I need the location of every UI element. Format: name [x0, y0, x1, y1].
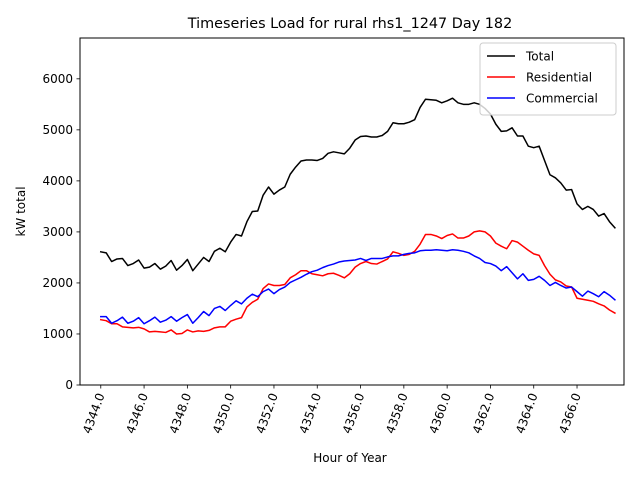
x-tick-label: 4352.0: [253, 391, 281, 435]
x-tick-label: 4356.0: [340, 391, 368, 435]
y-tick-label: 4000: [42, 174, 73, 188]
legend-label-commercial: Commercial: [526, 92, 598, 106]
legend-label-total: Total: [525, 50, 554, 64]
y-tick-label: 3000: [42, 225, 73, 239]
x-axis: 4344.0 4346.0 4348.0 4350.0 4352.0 4354.0 4356…: [80, 385, 584, 435]
y-axis-label: kW total: [14, 186, 28, 236]
x-tick-label: 4364.0: [513, 391, 541, 435]
x-tick-label: 4362.0: [470, 391, 498, 435]
x-tick-label: 4350.0: [210, 391, 238, 435]
y-tick-label: 0: [65, 378, 73, 392]
x-tick-label: 4366.0: [556, 391, 584, 435]
legend: Total Residential Commercial: [479, 42, 617, 116]
x-tick-label: 4360.0: [426, 391, 454, 435]
y-tick-label: 5000: [42, 123, 73, 137]
legend-label-residential: Residential: [526, 71, 592, 85]
x-tick-label: 4344.0: [80, 391, 108, 435]
x-tick-label: 4348.0: [167, 391, 195, 435]
series-group: [99, 97, 616, 335]
x-tick-label: 4346.0: [123, 391, 151, 435]
x-tick-label: 4354.0: [297, 391, 325, 435]
x-tick-label: 4358.0: [383, 391, 411, 435]
y-tick-label: 6000: [42, 72, 73, 86]
series-line-residential: [99, 230, 616, 335]
y-tick-label: 1000: [42, 327, 73, 341]
chart-title: Timeseries Load for rural rhs1_1247 Day …: [187, 16, 513, 32]
x-axis-label: Hour of Year: [313, 451, 387, 465]
legend-frame: [479, 42, 617, 116]
series-line-total: [99, 97, 616, 272]
y-axis: 0 1000 2000 3000 4000 5000 6000: [42, 72, 80, 392]
series-line-commercial: [100, 249, 616, 325]
plot-frame: [79, 37, 625, 386]
y-tick-label: 2000: [42, 276, 73, 290]
